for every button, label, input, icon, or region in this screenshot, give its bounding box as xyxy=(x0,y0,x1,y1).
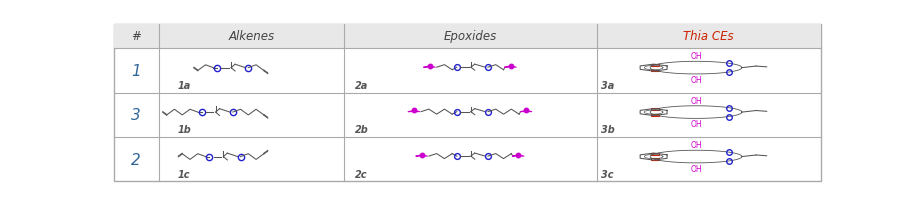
Bar xyxy=(114,24,820,49)
Bar xyxy=(650,159,659,161)
Text: #: # xyxy=(131,30,141,43)
Text: 1c: 1c xyxy=(177,169,189,179)
Bar xyxy=(650,64,659,66)
Text: 2b: 2b xyxy=(354,125,368,135)
Bar xyxy=(650,109,659,111)
Text: 1a: 1a xyxy=(177,81,190,91)
Bar xyxy=(650,114,659,116)
Text: 1: 1 xyxy=(131,63,141,78)
Text: 3: 3 xyxy=(131,108,141,123)
Text: 2: 2 xyxy=(131,152,141,167)
Text: 2c: 2c xyxy=(354,169,366,179)
Text: Epoxides: Epoxides xyxy=(444,30,496,43)
Text: 2a: 2a xyxy=(354,81,367,91)
Text: OH: OH xyxy=(690,52,701,61)
Bar xyxy=(650,153,659,155)
Text: Thia CEs: Thia CEs xyxy=(682,30,733,43)
Text: 3a: 3a xyxy=(600,81,614,91)
Text: OH: OH xyxy=(690,120,701,129)
Text: OH: OH xyxy=(690,75,701,84)
Text: OH: OH xyxy=(690,164,701,173)
Text: Alkenes: Alkenes xyxy=(228,30,274,43)
Text: OH: OH xyxy=(690,140,701,149)
Bar xyxy=(650,70,659,72)
Text: 3b: 3b xyxy=(600,125,614,135)
Text: OH: OH xyxy=(690,96,701,105)
Text: 1b: 1b xyxy=(177,125,190,135)
Text: 3c: 3c xyxy=(600,169,613,179)
